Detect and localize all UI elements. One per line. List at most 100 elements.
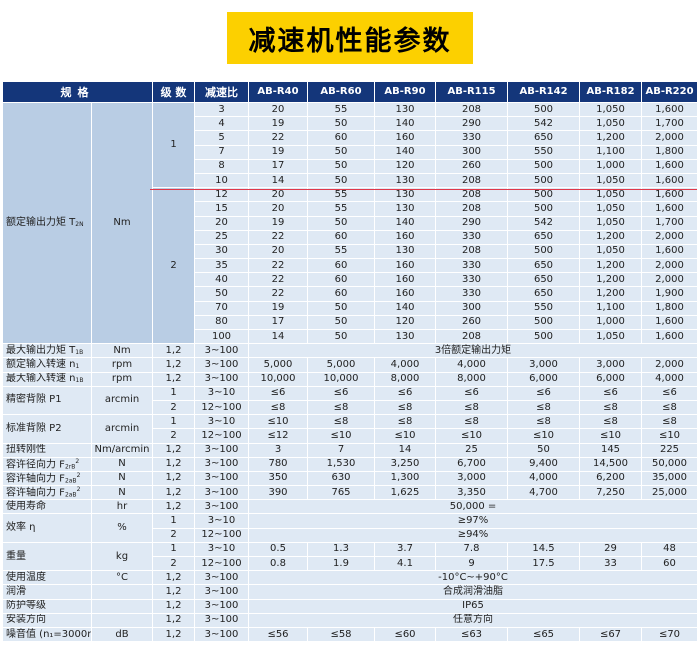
table-cell: 55 [307, 187, 375, 203]
table-cell: 25 [435, 442, 508, 458]
table-cell: 5,000 [248, 357, 308, 373]
table-cell: 50 [307, 172, 375, 189]
header-spec: 规格 [2, 81, 153, 103]
table-cell: 500 [507, 101, 580, 118]
table-cell: 25,000 [641, 485, 698, 501]
table-cell: 550 [507, 300, 580, 316]
row-label: 安装方向 [2, 612, 92, 628]
table-cell: 50 [307, 158, 375, 174]
table-cell: 55 [307, 201, 375, 217]
table-cell: 14 [248, 328, 308, 345]
table-cell: 4 [194, 116, 249, 132]
table-row: 2 12 20 55 130 208 500 1,050 1,600 [3, 187, 698, 345]
table-cell: 3,000 [579, 357, 642, 373]
table-cell: 60 [307, 272, 375, 288]
row-label-subscript: 1 [75, 362, 80, 370]
table-cell: 1,800 [641, 144, 698, 160]
table-cell: 1,050 [579, 101, 642, 118]
table-cell: 7 [307, 442, 375, 458]
table-cell: 1,050 [579, 201, 642, 217]
table-cell: 208 [435, 187, 508, 203]
span-value-cell: ≥97% [248, 513, 698, 529]
row-label: 容许轴向力 F2aB2 [2, 470, 92, 487]
table-row: 重量 kg 1 3~10 0.5 1.3 3.7 7.8 14.5 29 48 [2, 541, 698, 572]
row-label: 额定输入转速 n1 [2, 357, 92, 373]
table-cell: 630 [307, 470, 375, 487]
row-label-text: 防护等级 [6, 600, 46, 612]
table-cell: 1,600 [641, 101, 698, 118]
stage-cell: 1 [152, 414, 195, 430]
stage-cell: 1 [152, 385, 195, 401]
table-cell: ≤58 [307, 626, 375, 643]
table-cell: 2,000 [641, 229, 698, 245]
ratio-cell: 12~100 [194, 555, 249, 572]
row-label-text: 噪音值 (n₁=3000rpm) [6, 628, 92, 640]
row-label-text: 额定输入转速 n [6, 358, 76, 370]
row-label-text: 最大输入转速 n [6, 373, 76, 385]
table-row: 2 12~100 0.8 1.9 4.1 9 17.5 33 60 [3, 555, 698, 572]
table-row: 安装方向 1,2 3~100 任意方向 [2, 612, 698, 628]
table-cell: 208 [435, 243, 508, 260]
ratio-cell: 3~10 [194, 541, 249, 558]
unit-cell: hr [91, 499, 153, 515]
header-model: AB-R142 [507, 81, 580, 103]
table-cell: 1,600 [641, 158, 698, 174]
table-cell: 10,000 [248, 371, 308, 387]
table-cell: 130 [374, 328, 436, 345]
table-cell: 2,000 [641, 258, 698, 274]
table-cell: 50 [307, 300, 375, 316]
span-value-cell: ≥94% [248, 527, 698, 543]
table-cell: 9,400 [507, 456, 580, 472]
table-cell: ≤10 [374, 428, 436, 444]
table-cell: 208 [435, 101, 508, 118]
table-cell: 260 [435, 158, 508, 174]
unit-cell: dB [91, 626, 153, 643]
table-cell: 4,000 [507, 470, 580, 487]
ratio-cell: 3~10 [194, 513, 249, 529]
table-cell: 330 [435, 130, 508, 146]
table-cell: 8 [194, 158, 249, 174]
header-row: 规格 级 数 减速比 AB-R40 AB-R60 AB-R90 AB-R115 … [2, 81, 698, 103]
ratio-cell: 3~10 [194, 414, 249, 430]
span-value-cell: 任意方向 [248, 612, 698, 628]
stage-cell: 2 [152, 428, 195, 444]
table-cell: 1.3 [307, 541, 375, 558]
table-cell: ≤10 [248, 414, 308, 430]
table-cell: 1,600 [641, 187, 698, 203]
stage-cell: 1,2 [152, 470, 195, 487]
table-cell: 1,700 [641, 215, 698, 231]
table-cell: 6,200 [579, 470, 642, 487]
table-cell: 22 [248, 229, 308, 245]
stage-cell: 1,2 [152, 442, 195, 458]
table-cell: 1,800 [641, 300, 698, 316]
stage-cell: 1,2 [152, 598, 195, 614]
table-cell: ≤12 [248, 428, 308, 444]
table-cell: 55 [307, 101, 375, 118]
unit-cell: rpm [91, 371, 153, 387]
table-cell: 1,700 [641, 116, 698, 132]
table-cell: 7 [194, 144, 249, 160]
table-cell: 50 [307, 314, 375, 331]
table-cell: 20 [248, 201, 308, 217]
table-cell: 14 [374, 442, 436, 458]
header-model: AB-R90 [374, 81, 436, 103]
ratio-cell: 3~10 [194, 385, 249, 401]
table-row: 40 22 60 160 330 650 1,200 2,000 [3, 272, 698, 288]
stage-cell: 1,2 [152, 612, 195, 628]
table-cell: 5,000 [307, 357, 375, 373]
table-cell: 290 [435, 116, 508, 132]
table-cell: 2,000 [641, 272, 698, 288]
row-label: 精密背隙 P1 [2, 385, 92, 416]
row-label-superscript: 2 [76, 471, 81, 479]
unit-cell: N [91, 456, 153, 472]
table-cell: 330 [435, 286, 508, 302]
ratio-cell: 3~100 [194, 371, 249, 387]
table-cell: ≤8 [641, 414, 698, 430]
stage-cell: 2 [152, 399, 195, 416]
row-label-text: 容许轴向力 F [6, 473, 65, 485]
ratio-cell: 3~100 [194, 584, 249, 600]
table-cell: 1,000 [579, 158, 642, 174]
table-cell: 1,050 [579, 116, 642, 132]
table-cell: 1,000 [579, 314, 642, 331]
table-cell: ≤6 [641, 385, 698, 401]
